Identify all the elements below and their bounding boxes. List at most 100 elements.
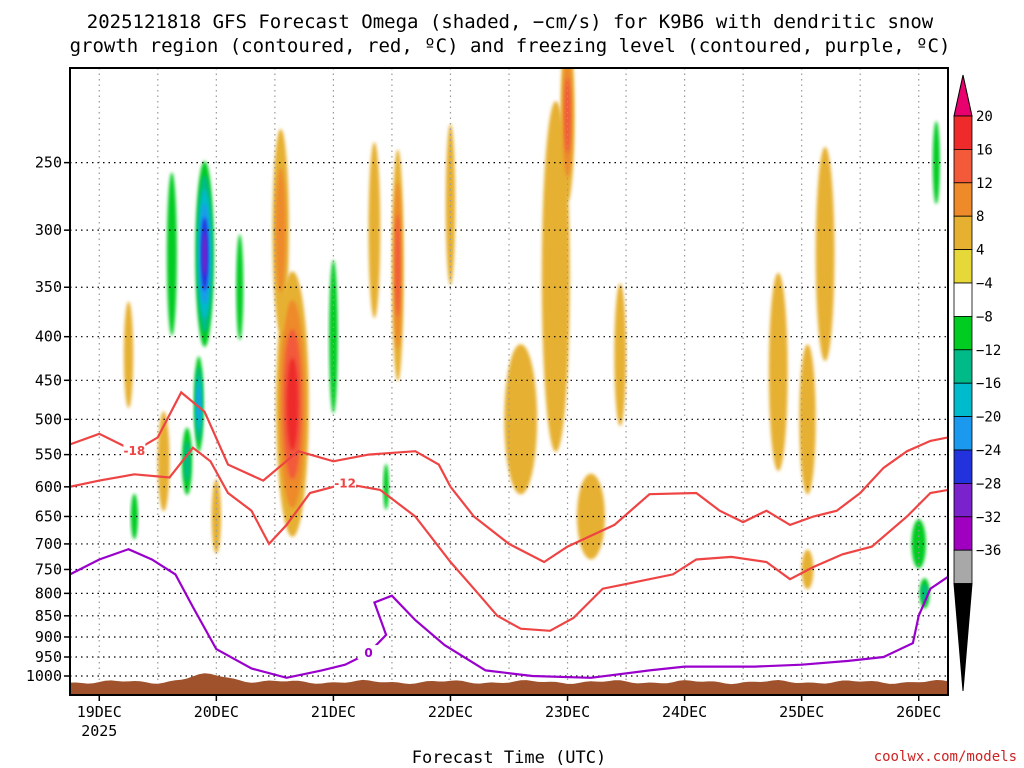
omega-cell: [286, 357, 299, 451]
y-tick-label: 450: [35, 371, 62, 389]
chart-title-line1: 2025121818 GFS Forecast Omega (shaded, −…: [87, 11, 934, 33]
omega-cell: [614, 283, 627, 427]
colorbar-segment: [953, 416, 973, 451]
omega-cell: [166, 172, 177, 336]
colorbar-segment: [953, 382, 973, 418]
y-tick-label: 900: [35, 628, 62, 646]
omega-cell: [383, 463, 389, 510]
x-tick-label: 21DEC: [311, 703, 356, 721]
x-tick-sublabel: 2025: [81, 722, 117, 740]
contour-label-bg: [334, 475, 357, 490]
x-tick-label: 24DEC: [662, 703, 707, 721]
y-tick-label: 500: [35, 410, 62, 428]
omega-cell: [275, 167, 286, 293]
omega-cell: [685, 226, 696, 305]
colorbar-label: −8: [976, 309, 993, 325]
colorbar-label: 16: [976, 142, 993, 158]
contour-label-bg: [357, 645, 380, 660]
contour-minus12: [70, 446, 948, 632]
colorbar-segment: [953, 249, 973, 284]
colorbar-label: 12: [976, 176, 993, 192]
y-axis: 250 300 350 400 450 500 550 600 650 700 750 800 850 9…: [26, 154, 70, 685]
colorbar-label: −4: [976, 276, 993, 292]
colorbar-label: −20: [976, 410, 1001, 426]
y-tick-label: 250: [35, 154, 62, 172]
contour-label: -18: [124, 444, 146, 458]
contour-label: 0: [364, 646, 372, 660]
omega-cell: [768, 272, 788, 472]
omega-cell: [672, 560, 685, 626]
omega-cell: [508, 87, 521, 238]
omega-cell: [445, 124, 456, 286]
credit-text: coolwx.com/models: [874, 749, 1017, 765]
colorbar-segment: [953, 282, 973, 317]
contour-label: -12: [334, 477, 356, 491]
omega-cell: [932, 121, 940, 205]
y-tick-label: 800: [35, 584, 62, 602]
y-tick-label: 700: [35, 535, 62, 553]
contour-label-bg: [123, 443, 146, 458]
colorbar-segment: [953, 449, 973, 484]
omega-cell: [368, 142, 381, 319]
colorbar-bottom-arrow: [953, 583, 973, 692]
omega-cell: [126, 72, 138, 254]
colorbar-segment: [953, 549, 973, 585]
omega-cell: [130, 493, 138, 540]
omega-cell: [211, 479, 222, 554]
x-axis-label: Forecast Time (UTC): [412, 748, 606, 768]
y-tick-label: 1000: [26, 667, 62, 685]
colorbar-label: 4: [976, 243, 984, 259]
omega-cell: [541, 101, 570, 452]
omega-cell: [748, 231, 761, 300]
y-tick-label: 350: [35, 278, 62, 296]
colorbar-segment: [953, 482, 973, 518]
omega-cell: [576, 473, 605, 560]
y-tick-label: 850: [35, 607, 62, 625]
colorbar-segment: [953, 215, 973, 250]
omega-cell: [504, 344, 538, 495]
colorbar-label: −24: [976, 443, 1001, 459]
colorbar-label: 20: [976, 109, 993, 125]
omega-cell: [395, 213, 401, 317]
x-tick-label: 19DEC: [77, 703, 122, 721]
colorbar: 20 16 12 8 4 −4 −8 −12 −16 −20 −24 −28 −32 −36: [953, 74, 1001, 692]
colorbar-label: −12: [976, 343, 1001, 359]
colorbar-segment: [953, 115, 973, 150]
y-tick-label: 300: [35, 221, 62, 239]
grid-layer: [70, 68, 948, 695]
y-tick-label: 750: [35, 560, 62, 578]
colorbar-segment: [953, 315, 973, 351]
colorbar-segment: [953, 182, 973, 217]
omega-shading-layer: [123, 68, 943, 626]
colorbar-segment: [953, 148, 973, 184]
x-tick-label: 26DEC: [896, 703, 941, 721]
omega-cell: [915, 242, 934, 432]
colorbar-label: −36: [976, 543, 1001, 559]
omega-cell: [911, 519, 926, 569]
colorbar-label: −28: [976, 476, 1001, 492]
omega-cell: [157, 411, 170, 512]
y-tick-label: 600: [35, 478, 62, 496]
omega-cell: [815, 147, 835, 362]
colorbar-segment: [953, 349, 973, 384]
x-tick-label: 22DEC: [428, 703, 473, 721]
omega-cell: [183, 440, 191, 482]
omega-cell: [236, 234, 244, 341]
omega-cell: [197, 387, 201, 421]
contour-minus18: [70, 390, 948, 564]
omega-cell: [123, 301, 134, 409]
colorbar-segment: [953, 516, 973, 551]
contour-layer: -18 -12 0: [70, 390, 948, 679]
colorbar-top-arrow: [953, 74, 973, 117]
y-tick-label: 950: [35, 648, 62, 666]
omega-cell: [329, 259, 338, 414]
colorbar-label: −32: [976, 510, 1001, 526]
x-tick-label: 23DEC: [545, 703, 590, 721]
chart-title-line2: growth region (contoured, red, ºC) and f…: [70, 35, 951, 57]
y-tick-label: 650: [35, 507, 62, 525]
contour-0: [70, 548, 948, 679]
x-tick-label: 25DEC: [779, 703, 824, 721]
plot-frame: [69, 67, 949, 696]
